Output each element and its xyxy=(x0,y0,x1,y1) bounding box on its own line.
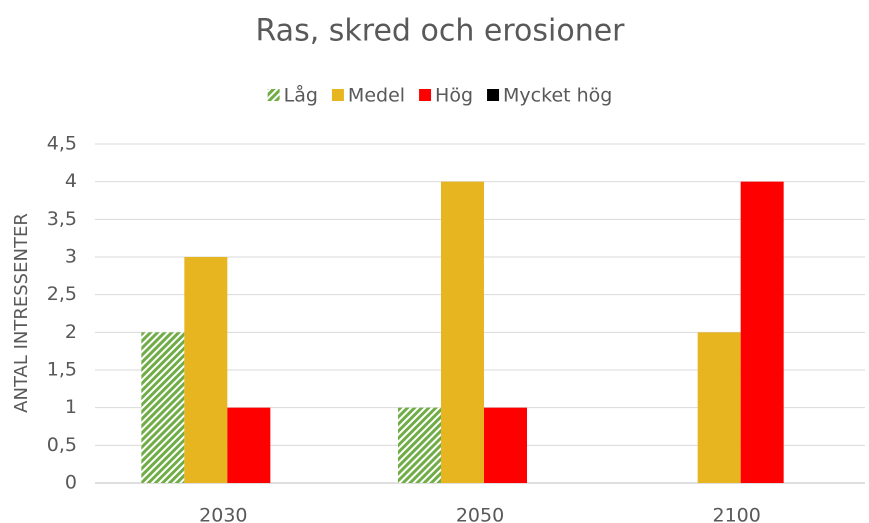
y-tick-label: 1 xyxy=(65,396,77,418)
bar xyxy=(441,181,484,483)
legend-label: Hög xyxy=(435,85,473,107)
legend-label: Låg xyxy=(284,84,318,107)
y-tick-label: 1,5 xyxy=(47,359,77,381)
legend-swatch xyxy=(267,89,280,101)
y-tick-label: 2,5 xyxy=(47,283,77,305)
bar xyxy=(697,332,741,483)
bar xyxy=(227,407,271,483)
y-tick-label: 4,5 xyxy=(47,133,77,155)
bar xyxy=(484,407,527,483)
y-tick-label: 3 xyxy=(65,246,77,268)
chart-title: Ras, skred och erosioner xyxy=(256,14,626,49)
y-tick-label: 3,5 xyxy=(47,208,77,230)
y-tick-label: 0,5 xyxy=(47,434,77,456)
x-tick-label: 2030 xyxy=(199,505,247,523)
y-tick-label: 4 xyxy=(65,170,77,192)
legend-label: Mycket hög xyxy=(503,85,612,107)
y-tick-label: 0 xyxy=(65,472,77,494)
legend-swatch xyxy=(331,89,344,101)
bar xyxy=(398,407,441,483)
x-tick-label: 2050 xyxy=(456,505,504,523)
bar xyxy=(184,257,228,483)
legend-label: Medel xyxy=(348,85,405,107)
y-axis-label: ANTAL INTRESSENTER xyxy=(11,213,32,413)
legend-swatch xyxy=(419,89,432,101)
bar xyxy=(740,181,784,483)
legend-swatch xyxy=(487,89,500,101)
bar xyxy=(141,332,185,483)
y-tick-label: 2 xyxy=(65,321,77,343)
x-tick-label: 2100 xyxy=(712,505,760,523)
